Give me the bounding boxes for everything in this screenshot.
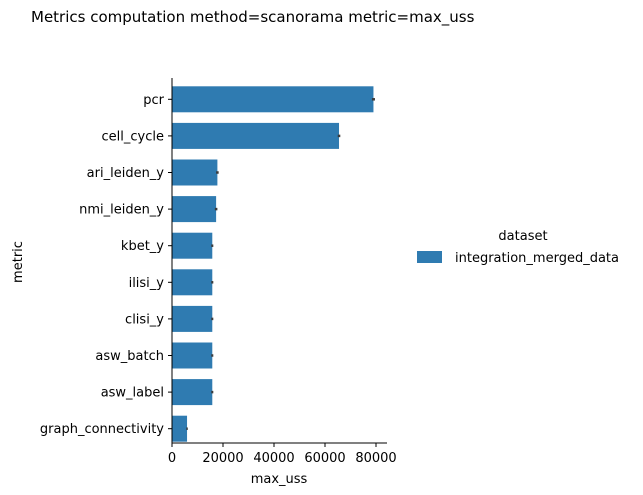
legend-title: dataset — [498, 229, 547, 244]
bar-nmi-leiden-y — [172, 196, 217, 223]
bar-kbet-y — [172, 232, 213, 259]
bar-ilisi-y — [172, 269, 213, 296]
bar-ari-leiden-y — [172, 159, 218, 186]
y-tick-label: pcr — [143, 93, 164, 108]
x-tick-label: 0 — [168, 451, 176, 466]
legend-entry: integration_merged_data — [455, 251, 619, 266]
bar-pcr — [172, 86, 374, 113]
y-axis-label: metric — [11, 241, 26, 283]
legend: dataset integration_merged_data — [417, 229, 619, 266]
y-tick-label: graph_connectivity — [40, 422, 164, 437]
chart-title: Metrics computation method=scanorama met… — [31, 8, 475, 27]
y-tick-label: cell_cycle — [102, 129, 164, 144]
bar-asw-label — [172, 379, 213, 406]
x-ticks: 0 20000 40000 60000 80000 — [168, 443, 397, 466]
bar-asw-batch — [172, 342, 213, 369]
y-tick-label: ari_leiden_y — [87, 166, 165, 181]
x-tick-label: 80000 — [355, 451, 396, 466]
y-tick-label: asw_batch — [95, 349, 164, 364]
x-tick-label: 60000 — [304, 451, 345, 466]
legend-swatch — [417, 251, 442, 263]
x-tick-label: 40000 — [253, 451, 294, 466]
y-tick-labels: pcr cell_cycle ari_leiden_y nmi_leiden_ykbe… — [40, 93, 172, 437]
y-tick-label: nmi_leiden_y — [79, 203, 164, 218]
bar-graph-connectivity — [172, 415, 188, 442]
y-tick-label: kbet_y — [121, 239, 164, 254]
x-tick-label: 20000 — [202, 451, 243, 466]
y-tick-label: asw_label — [101, 386, 164, 401]
x-axis-label: max_uss — [251, 472, 308, 487]
bar-clisi-y — [172, 305, 213, 332]
bars-group — [172, 86, 375, 442]
y-tick-label: clisi_y — [125, 312, 164, 327]
bar-cell-cycle — [172, 122, 340, 149]
y-tick-label: ilisi_y — [129, 276, 165, 291]
